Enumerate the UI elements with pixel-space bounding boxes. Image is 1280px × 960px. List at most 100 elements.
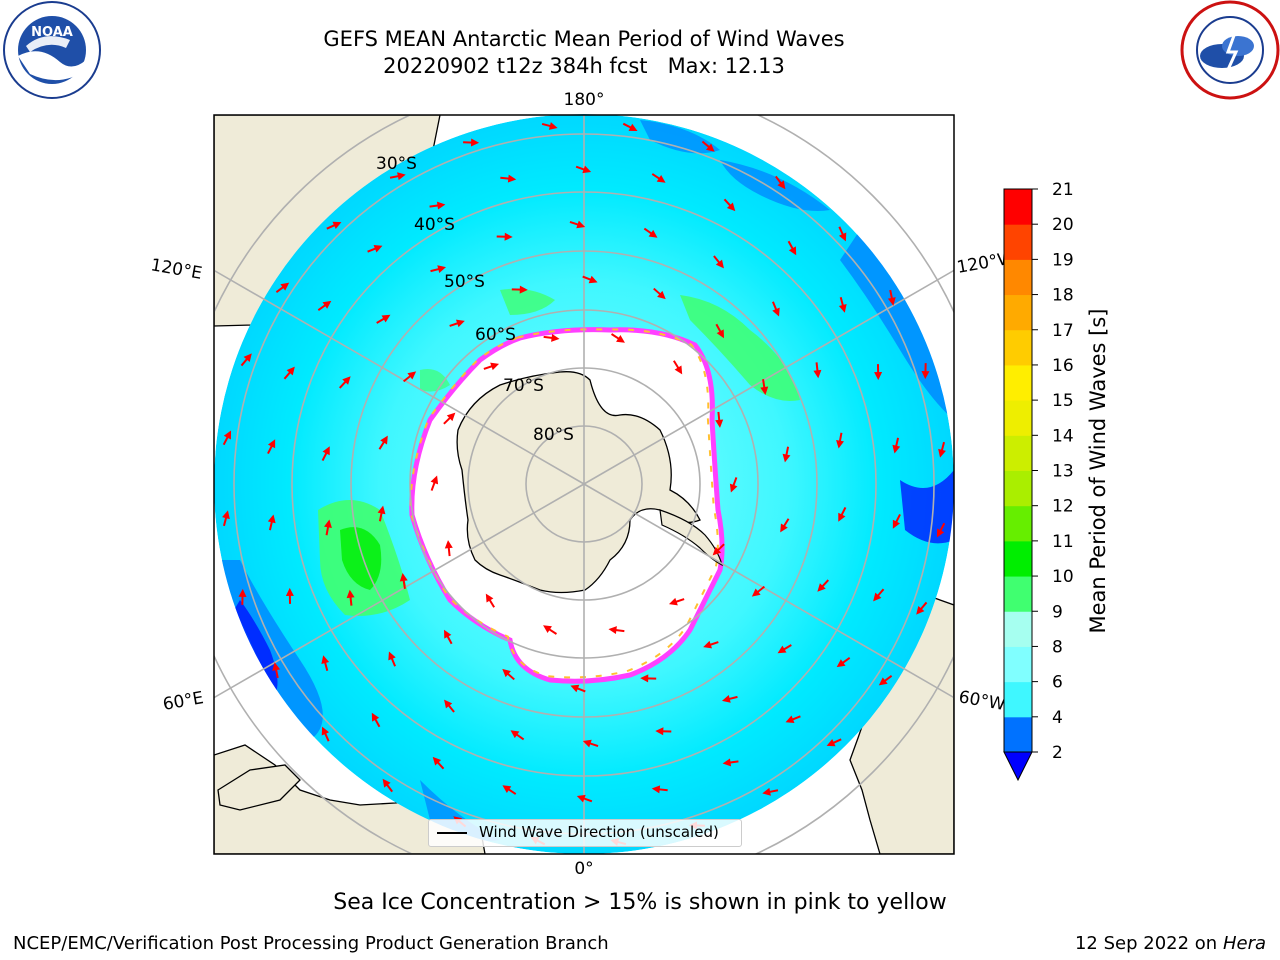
lat-label-30s: 30°S xyxy=(376,154,417,174)
lat-label-50s: 50°S xyxy=(444,272,485,292)
map-legend: Wind Wave Direction (unscaled) xyxy=(428,819,742,847)
wind-arrow xyxy=(672,360,683,375)
wind-arrow xyxy=(838,506,847,522)
wind-arrow xyxy=(283,366,295,380)
wind-arrow xyxy=(569,220,586,229)
wind-arrow xyxy=(378,435,388,450)
wind-arrow xyxy=(402,371,417,383)
wind-arrow xyxy=(777,644,792,654)
wind-arrow xyxy=(760,379,769,396)
colorbar-segment xyxy=(1004,681,1032,718)
wind-arrow xyxy=(640,674,657,683)
wind-arrow xyxy=(715,323,724,339)
lon-label-0: 0° xyxy=(574,859,593,879)
wind-arrow xyxy=(892,437,901,454)
colorbar-segment xyxy=(1004,576,1032,612)
wind-arrow xyxy=(371,712,381,728)
colorbar-tick-label: 20 xyxy=(1052,215,1074,235)
wind-arrow xyxy=(701,140,715,152)
colorbar-segment xyxy=(1004,224,1032,260)
meridian-line xyxy=(583,269,954,485)
lat-label-60s: 60°S xyxy=(475,325,516,345)
colorbar-segment xyxy=(1004,259,1032,296)
wind-arrow xyxy=(575,165,592,174)
wind-arrow xyxy=(321,655,330,672)
noaa-logo-text: NOAA xyxy=(31,25,73,40)
wind-arrow xyxy=(582,739,599,748)
wind-arrow xyxy=(346,589,355,606)
colorbar-segment xyxy=(1004,716,1032,753)
wind-arrow xyxy=(610,333,625,343)
meridian-line xyxy=(214,269,585,485)
colorbar-tick-label: 9 xyxy=(1052,602,1063,622)
legend-line-sample xyxy=(437,832,467,834)
graticule xyxy=(214,115,954,854)
wind-arrow xyxy=(444,629,453,645)
wind-arrow xyxy=(485,593,496,608)
wind-arrow xyxy=(874,364,883,381)
colorbar-tick-label: 21 xyxy=(1052,180,1074,200)
wind-arrow xyxy=(389,172,406,181)
wind-arrow xyxy=(826,738,842,747)
colorbar-label: Mean Period of Wind Waves [s] xyxy=(1086,309,1110,634)
wind-arrow xyxy=(622,122,638,132)
wind-arrow xyxy=(817,579,830,592)
wind-arrow xyxy=(785,715,801,723)
wind-arrow xyxy=(267,439,276,455)
colorbar-tick-label: 14 xyxy=(1052,426,1074,446)
wind-arrow xyxy=(238,588,247,605)
wind-arrow xyxy=(272,662,281,679)
lon-label-60e: 60°E xyxy=(161,688,205,715)
wind-arrow xyxy=(321,446,330,462)
wind-arrow xyxy=(267,514,276,531)
wind-arrow xyxy=(771,301,780,317)
wind-arrow xyxy=(608,626,625,635)
wind-arrow xyxy=(838,226,847,242)
wind-arrow xyxy=(780,518,790,533)
lon-label-60w: 60°W xyxy=(957,687,1007,715)
lat-label-80s: 80°S xyxy=(533,425,574,445)
wind-arrow xyxy=(887,289,896,306)
wind-arrow xyxy=(377,505,386,522)
colorbar-segment xyxy=(1004,611,1032,647)
wind-arrow xyxy=(713,255,724,269)
colorbar-segment xyxy=(1004,189,1032,225)
wind-arrow xyxy=(722,758,739,767)
wind-arrow xyxy=(541,122,558,130)
wind-arrow xyxy=(582,275,598,284)
colorbar-tick-label: 8 xyxy=(1052,637,1063,657)
colorbar-tick-label: 15 xyxy=(1052,391,1074,411)
wind-arrow xyxy=(511,285,528,294)
wind-arrow xyxy=(813,362,822,379)
wind-arrow xyxy=(510,730,525,741)
title-line-1: GEFS MEAN Antarctic Mean Period of Wind … xyxy=(323,27,845,51)
wind-arrow xyxy=(338,376,351,389)
wind-arrow xyxy=(836,657,851,668)
colorbar-segment xyxy=(1004,435,1032,471)
footer-host: Hera xyxy=(1222,933,1266,954)
colorbar-segment xyxy=(1004,505,1032,542)
wind-arrow xyxy=(240,353,252,367)
wind-arrow xyxy=(382,778,394,793)
nws-logo xyxy=(1180,0,1280,100)
wind-arrow xyxy=(653,287,666,300)
wind-arrow xyxy=(651,785,668,794)
colorbar-segment xyxy=(1004,540,1032,577)
wind-arrow xyxy=(222,510,230,527)
colorbar-tick-label: 18 xyxy=(1052,286,1074,306)
colorbar-tick-label: 4 xyxy=(1052,708,1063,728)
colorbar-tick-label: 2 xyxy=(1052,743,1063,763)
wind-arrow xyxy=(324,519,332,536)
wind-arrow xyxy=(916,601,928,615)
wind-arrow xyxy=(432,756,445,770)
colorbar-tick-label: 13 xyxy=(1052,462,1074,482)
colorbar-segment xyxy=(1004,294,1032,331)
colorbar-tick-label: 19 xyxy=(1052,250,1074,270)
wind-arrow xyxy=(774,175,786,190)
colorbar-tick-label: 12 xyxy=(1052,497,1074,517)
colorbar-extend-arrow xyxy=(1003,751,1033,782)
colorbar-tick-label: 17 xyxy=(1052,321,1074,341)
meridian-line xyxy=(214,483,585,699)
colorbar-segment xyxy=(1004,329,1032,366)
